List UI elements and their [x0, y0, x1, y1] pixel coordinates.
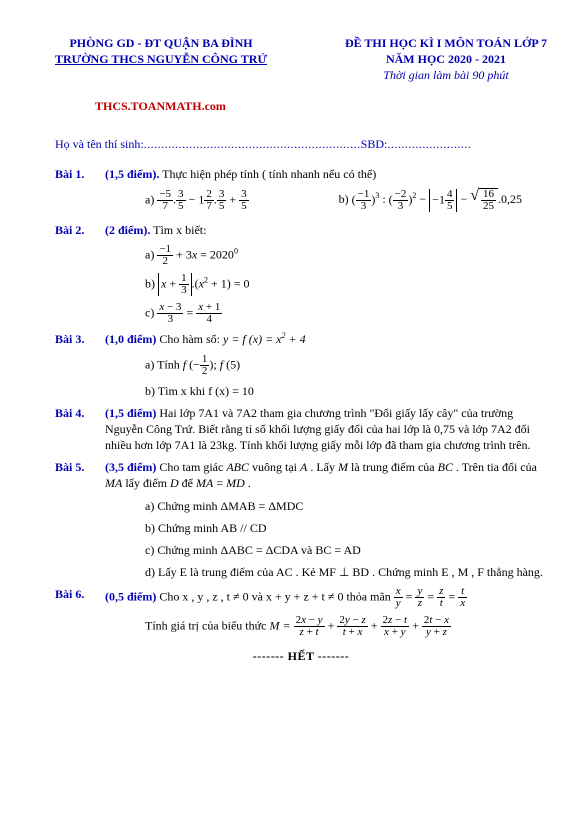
end-line: ------- HẾT ------- — [55, 648, 547, 664]
bai6-pts: (0,5 điểm) — [105, 590, 156, 604]
header: PHÒNG GD - ĐT QUẬN BA ĐÌNH TRƯỜNG THCS N… — [55, 35, 547, 84]
school-line: TRƯỜNG THCS NGUYỄN CÔNG TRỨ — [55, 51, 267, 67]
bai2-b-label: b) — [145, 277, 155, 291]
dept-line: PHÒNG GD - ĐT QUẬN BA ĐÌNH — [55, 35, 267, 51]
bai4-pts: (1,5 điểm) — [105, 406, 156, 420]
dots1: ........................................… — [144, 137, 361, 151]
bai2-pts: (2 điểm). — [105, 223, 150, 237]
bai6-Mlabel: M = — [269, 619, 290, 633]
bai4-text: Hai lớp 7A1 và 7A2 tham gia chương trình… — [105, 406, 530, 452]
site-name: THCS.TOANMATH.com — [95, 98, 547, 114]
bai1-eqs: a) −57.35 − 127.35 + 35 b) (−13)3 : (−23… — [145, 188, 547, 212]
bai2-title: Tìm x biết: — [153, 223, 206, 237]
bai1-title: Thực hiện phép tính ( tính nhanh nếu có … — [162, 167, 376, 181]
exam-duration: Thời gian làm bài 90 phút — [345, 67, 547, 83]
exam-year: NĂM HỌC 2020 - 2021 — [345, 51, 547, 67]
bai6-label: Bài 6. — [55, 586, 105, 602]
bai3-b: b) Tìm x khi f (x) = 10 — [145, 383, 547, 399]
bai1-label: Bài 1. — [55, 166, 105, 182]
bai2-body: (2 điểm). Tìm x biết: — [105, 222, 547, 238]
bai2-a-label: a) — [145, 248, 154, 262]
bai1-a-label: a) — [145, 192, 154, 206]
bai2-b: b) x + 13.(x2 + 1) = 0 — [145, 273, 547, 296]
header-right: ĐỀ THI HỌC KÌ I MÔN TOÁN LỚP 7 NĂM HỌC 2… — [345, 35, 547, 84]
bai1-a: a) −57.35 − 127.35 + 35 — [145, 189, 249, 212]
bai3-label: Bài 3. — [55, 331, 105, 347]
bai2-row: Bài 2. (2 điểm). Tìm x biết: — [55, 222, 547, 238]
bai5-row: Bài 5. (3,5 điểm) Cho tam giác ABC vuông… — [55, 459, 547, 491]
bai3-title-pre: Cho hàm số: — [159, 332, 223, 346]
bai4-body: (1,5 điểm) Hai lớp 7A1 và 7A2 tham gia c… — [105, 405, 547, 454]
bai5-label: Bài 5. — [55, 459, 105, 475]
bai6-m: Tính giá trị của biểu thức M = 2x − yz +… — [145, 615, 547, 638]
bai2-label: Bài 2. — [55, 222, 105, 238]
exam-title: ĐỀ THI HỌC KÌ I MÔN TOÁN LỚP 7 — [345, 35, 547, 51]
bai5-intro: Cho tam giác ABC vuông tại A . Lấy M là … — [105, 460, 537, 490]
bai1-row: Bài 1. (1,5 điểm). Thực hiện phép tính (… — [55, 166, 547, 182]
bai5-c: c) Chứng minh ΔABC = ΔCDA và BC = AD — [145, 542, 547, 558]
bai1-body: (1,5 điểm). Thực hiện phép tính ( tính n… — [105, 166, 547, 182]
bai1-b: b) (−13)3 : (−23)2 − −145 − √1625.0,25 — [339, 188, 522, 212]
bai3-a: a) Tính f (−12); f (5) — [145, 354, 547, 377]
bai4-label: Bài 4. — [55, 405, 105, 421]
exam-page: PHÒNG GD - ĐT QUẬN BA ĐÌNH TRƯỜNG THCS N… — [0, 0, 587, 695]
bai6-body: (0,5 điểm) Cho x , y , z , t ≠ 0 và x + … — [105, 586, 547, 609]
bai5-b: b) Chứng minh AB // CD — [145, 520, 547, 536]
bai1-pts: (1,5 điểm). — [105, 167, 159, 181]
bai3-a-label: a) Tính — [145, 357, 183, 371]
bai5-body: (3,5 điểm) Cho tam giác ABC vuông tại A … — [105, 459, 547, 491]
bai1-b-label: b) — [339, 192, 349, 206]
bai3-body: (1,0 điểm) Cho hàm số: y = f (x) = x2 + … — [105, 331, 547, 347]
bai5-pts: (3,5 điểm) — [105, 460, 156, 474]
bai4-row: Bài 4. (1,5 điểm) Hai lớp 7A1 và 7A2 tha… — [55, 405, 547, 454]
bai3-eq: y = f (x) = x2 + 4 — [223, 332, 306, 346]
bai6-row: Bài 6. (0,5 điểm) Cho x , y , z , t ≠ 0 … — [55, 586, 547, 609]
bai3-row: Bài 3. (1,0 điểm) Cho hàm số: y = f (x) … — [55, 331, 547, 347]
header-left: PHÒNG GD - ĐT QUẬN BA ĐÌNH TRƯỜNG THCS N… — [55, 35, 267, 84]
bai6-intro: Cho x , y , z , t ≠ 0 và x + y + z + t ≠… — [159, 590, 393, 604]
bai2-c-label: c) — [145, 306, 154, 320]
student-line: Họ và tên thí sinh:.....................… — [55, 136, 547, 152]
bai5-a: a) Chứng minh ΔMAB = ΔMDC — [145, 498, 547, 514]
bai6-tinh: Tính giá trị của biểu thức — [145, 619, 269, 633]
bai3-b-text: b) Tìm x khi f (x) = 10 — [145, 384, 254, 398]
sbd-label: SBD: — [361, 137, 388, 151]
dots2: ........................ — [387, 137, 471, 151]
student-prefix: Họ và tên thí sinh: — [55, 137, 144, 151]
bai2-a: a) −12 + 3x = 20200 — [145, 244, 547, 267]
bai5-d: d) Lấy E là trung điểm của AC . Kẻ MF ⊥ … — [145, 564, 547, 580]
bai3-pts: (1,0 điểm) — [105, 332, 156, 346]
bai2-c: c) x − 33 = x + 14 — [145, 302, 547, 325]
